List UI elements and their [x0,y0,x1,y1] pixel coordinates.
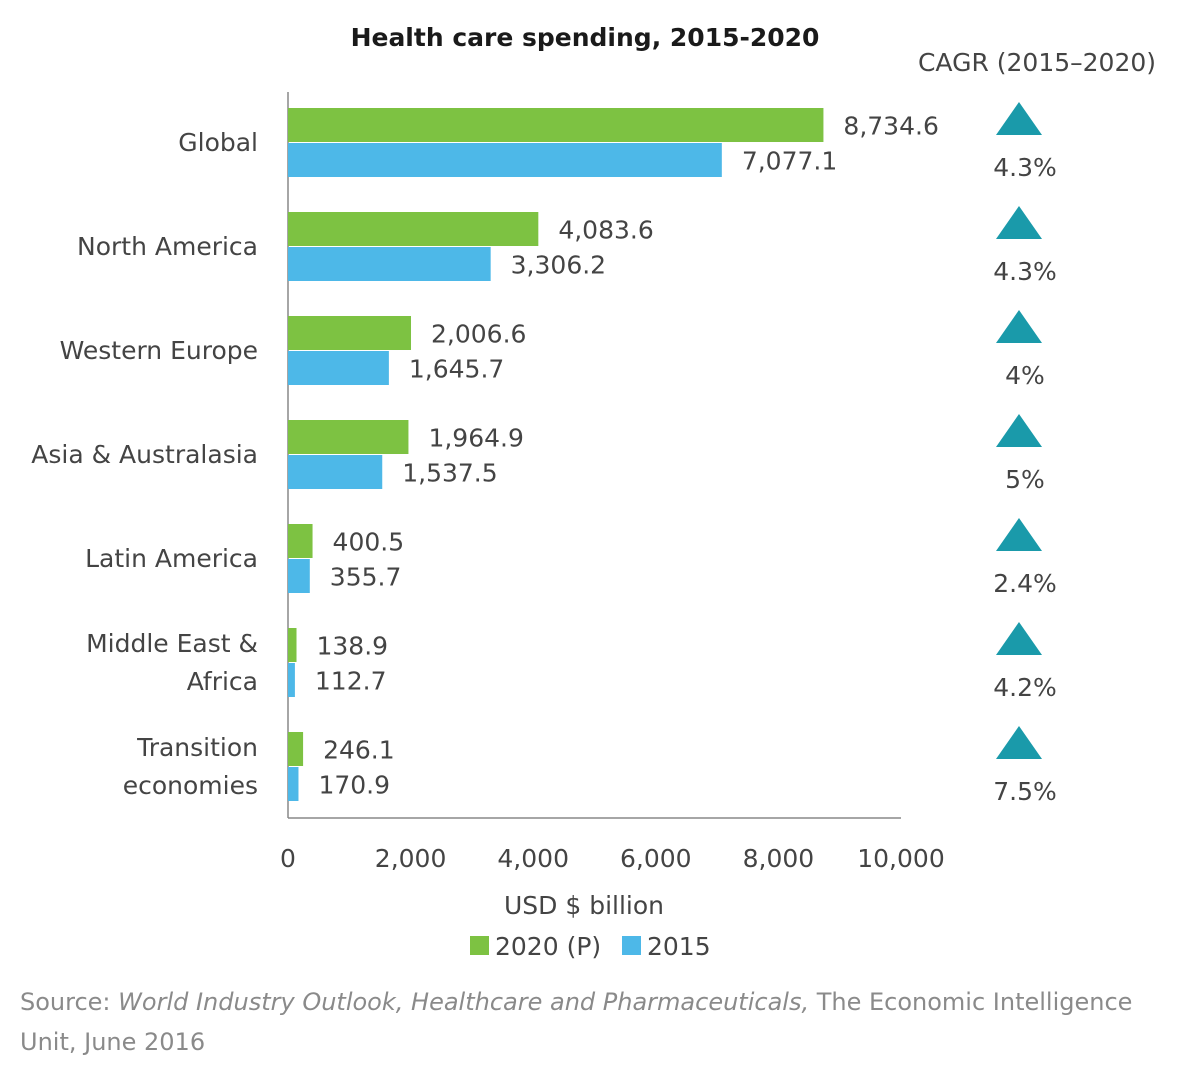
category-label: Asia & Australasia [31,440,258,469]
bar-2015 [288,767,299,801]
data-label: 8,734.6 [843,112,938,141]
data-label: 355.7 [330,563,402,592]
x-tick-label: 4,000 [497,844,569,873]
data-label: 3,306.2 [511,251,606,280]
bar-2015 [288,351,389,385]
cagr-up-triangle-icon [996,310,1042,343]
bar-2020-p [288,524,313,558]
data-label: 400.5 [333,528,405,557]
bar-2015 [288,143,722,177]
cagr-up-triangle-icon [996,726,1042,759]
bar-2020-p [288,108,824,142]
bar-2020-p [288,628,297,662]
cagr-value: 4.3% [993,257,1057,286]
category-label: Middle East & Africa [86,629,258,696]
cagr-up-triangle-icon [996,102,1042,135]
category-label: Western Europe [60,336,258,365]
chart-title: Health care spending, 2015-2020 [351,23,820,52]
cagr-up-triangle-icon [996,414,1042,447]
legend-swatch [622,936,641,955]
data-label: 138.9 [317,632,389,661]
bar-2015 [288,559,310,593]
data-label: 4,083.6 [558,216,653,245]
data-label: 1,537.5 [402,459,497,488]
legend-label: 2015 [647,932,711,961]
source-suffix: The Economic Intelligence Unit, June 201… [20,988,1133,1056]
data-label: 246.1 [323,736,395,765]
bar-2020-p [288,732,304,766]
data-label: 1,645.7 [409,355,504,384]
cagr-title: CAGR (2015–2020) [918,48,1156,77]
cagr-value: 7.5% [993,777,1057,806]
data-label: 112.7 [315,667,387,696]
bar-2020-p [288,212,539,246]
x-tick-label: 6,000 [620,844,692,873]
data-label: 7,077.1 [742,147,837,176]
bar-2015 [288,663,295,697]
cagr-value: 4% [1005,361,1045,390]
cagr-value: 2.4% [993,569,1057,598]
x-tick-label: 2,000 [375,844,447,873]
category-label-line: Africa [187,667,258,696]
data-label: 1,964.9 [428,424,523,453]
bar-2015 [288,247,491,281]
cagr-value: 5% [1005,465,1045,494]
bar-2015 [288,455,383,489]
category-label-line: Transition [136,733,258,762]
cagr-value: 4.2% [993,673,1057,702]
x-tick-label: 8,000 [743,844,815,873]
x-tick-label: 10,000 [857,844,944,873]
legend-swatch [470,936,489,955]
category-label: Global [178,128,258,157]
bar-2020-p [288,316,412,350]
data-label: 170.9 [318,771,390,800]
category-label: North America [77,232,258,261]
cagr-value: 4.3% [993,153,1057,182]
bar-2020-p [288,420,409,454]
legend-label: 2020 (P) [495,932,601,961]
legend: 2020 (P) 2015 [470,932,711,961]
cagr-up-triangle-icon [996,206,1042,239]
cagr-up-triangle-icon [996,622,1042,655]
category-label-line: economies [123,771,258,800]
cagr-up-triangle-icon [996,518,1042,551]
health-spending-chart: Health care spending, 2015-2020 CAGR (20… [31,23,1156,961]
category-label: Transition economies [123,733,258,800]
category-label: Latin America [85,544,258,573]
source-title: World Industry Outlook, Healthcare and P… [118,988,810,1016]
source-prefix: Source: [20,988,119,1016]
source-note: Source: World Industry Outlook, Healthca… [20,982,1180,1062]
x-tick-label: 0 [280,844,296,873]
data-label: 2,006.6 [431,320,526,349]
category-label-line: Middle East & [86,629,258,658]
x-axis-label: USD $ billion [504,891,664,920]
